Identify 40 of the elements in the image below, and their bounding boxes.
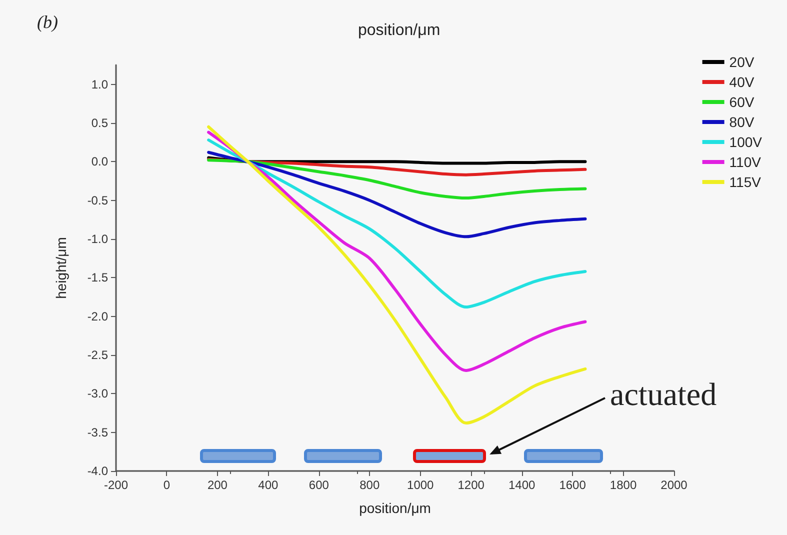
- y-tick-label: -2.5: [87, 348, 108, 362]
- x-tick-label: 1600: [559, 478, 586, 492]
- line-series: [207, 125, 587, 425]
- x-tick-label: -200: [104, 478, 128, 492]
- legend-label: 80V: [729, 114, 755, 130]
- x-tick-label: 800: [360, 478, 380, 492]
- text: (b): [37, 12, 58, 33]
- y-tick-label: 1.0: [91, 77, 108, 92]
- line-series: [207, 158, 587, 200]
- y-tick-label: 0.5: [91, 116, 108, 130]
- x-axis-title: position/μm: [359, 500, 431, 516]
- line-series: [207, 150, 587, 238]
- text: position/μm: [358, 22, 440, 40]
- x-tick-label: 1000: [407, 478, 434, 492]
- legend-label: 100V: [729, 134, 763, 150]
- x-tick-label: 600: [308, 478, 330, 492]
- y-tick-label: -0.5: [87, 193, 108, 208]
- x-tick-label: 1400: [508, 478, 536, 492]
- x-tick-label: 1800: [610, 478, 637, 492]
- legend-label: 20V: [729, 54, 755, 70]
- x-tick-label: 400: [258, 478, 279, 492]
- y-tick-label: -4.0: [87, 464, 108, 478]
- legend-label: 40V: [729, 74, 755, 90]
- x-tick-label: 200: [207, 478, 228, 492]
- legend-label: 110V: [729, 154, 762, 170]
- line-series: [207, 138, 587, 309]
- y-tick-label: -1.0: [87, 232, 108, 246]
- y-tick-label: -3.5: [87, 425, 108, 440]
- annotation: actuated: [610, 376, 717, 413]
- y-tick-label: 0.0: [91, 154, 108, 169]
- y-tick-label: -1.5: [87, 270, 108, 285]
- legend-label: 115V: [729, 174, 762, 190]
- legend-label: 60V: [729, 94, 755, 110]
- y-axis-title: height/μm: [53, 237, 69, 299]
- y-tick-label: -3.0: [87, 386, 108, 401]
- y-tick-label: -2.0: [87, 309, 108, 324]
- x-tick-label: 1200: [458, 478, 485, 492]
- line-series: [207, 130, 587, 372]
- x-tick-label: 2000: [660, 478, 688, 492]
- x-tick-label: 0: [163, 478, 170, 492]
